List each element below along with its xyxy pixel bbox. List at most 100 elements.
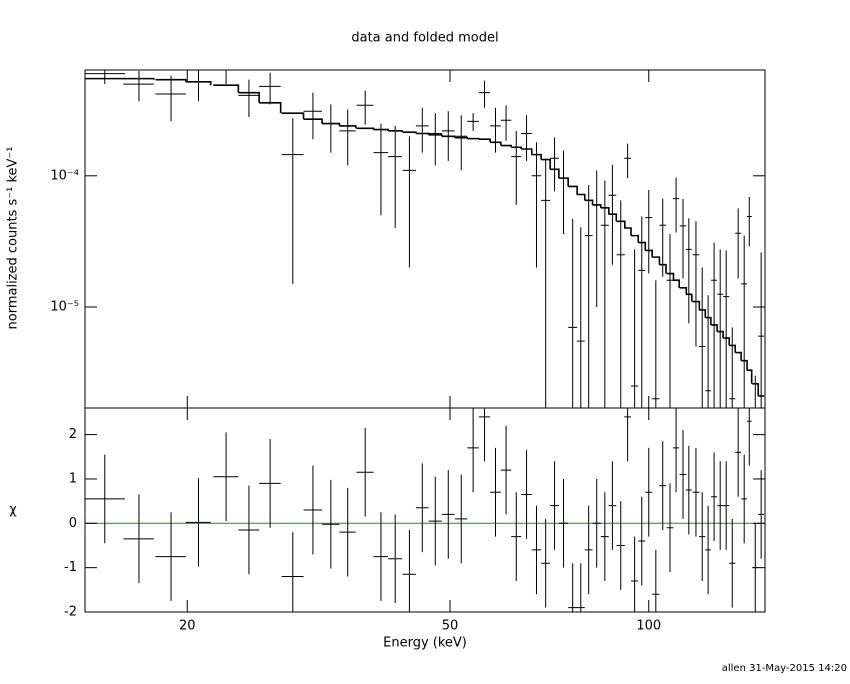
- x-tick-label: 50: [442, 619, 459, 634]
- model-step: [531, 153, 542, 160]
- data-point: [754, 375, 756, 408]
- residual-point: [388, 514, 403, 604]
- residual-point: [705, 505, 711, 595]
- residual-point: [85, 454, 126, 544]
- model-step: [478, 138, 491, 143]
- model-step: [259, 101, 282, 114]
- data-point: [568, 218, 578, 408]
- model-step: [123, 77, 155, 80]
- data-point: [85, 70, 126, 85]
- y-tick-label: 10⁻⁴: [50, 168, 79, 183]
- residual-point: [541, 518, 551, 608]
- data-point: [699, 267, 706, 408]
- data-point: [521, 115, 532, 161]
- residual-point: [415, 463, 429, 553]
- residual-point: [616, 501, 625, 590]
- residual-point: [123, 494, 154, 584]
- residual-point: [558, 478, 569, 568]
- model-step: [672, 279, 680, 288]
- data-point: [402, 136, 416, 268]
- residual-point: [511, 492, 522, 581]
- data-point: [616, 200, 625, 408]
- model-step: [568, 185, 578, 195]
- bottom-frame: [84, 407, 766, 613]
- residual-point: [155, 512, 186, 601]
- y-tick-label: 0: [69, 516, 77, 531]
- model-step: [746, 369, 753, 384]
- model-step: [723, 337, 731, 346]
- model-step: [616, 220, 626, 229]
- data-point: [281, 118, 304, 284]
- model-step: [455, 136, 469, 139]
- data-point: [592, 170, 601, 308]
- data-point: [758, 252, 765, 408]
- model-step: [652, 256, 661, 265]
- residual-point: [467, 408, 479, 493]
- residual-point: [729, 518, 736, 608]
- residual-point: [490, 447, 501, 537]
- residual-point: [645, 447, 653, 537]
- model-step: [679, 287, 688, 295]
- residual-point: [213, 432, 239, 522]
- model-step: [752, 382, 760, 396]
- residual-point: [568, 563, 578, 612]
- model-step: [608, 213, 618, 222]
- residual-point: [521, 450, 532, 539]
- residual-point: [699, 492, 706, 581]
- residual-point: [692, 447, 700, 537]
- data-point: [746, 196, 752, 247]
- data-point: [638, 216, 646, 408]
- residual-point: [428, 476, 442, 566]
- model-step: [356, 127, 375, 130]
- residual-point: [455, 474, 468, 564]
- footer: allen 31-May-2015 14:20: [722, 663, 847, 674]
- data-point: [490, 107, 501, 153]
- model-step: [735, 351, 742, 361]
- model-step: [685, 293, 693, 302]
- model-step: [281, 112, 305, 120]
- residual-point: [531, 505, 542, 595]
- data-point: [238, 79, 260, 118]
- data-point: [723, 250, 730, 408]
- data-point: [741, 235, 748, 408]
- residual-point: [672, 408, 680, 493]
- data-point: [659, 198, 666, 277]
- residual-point: [746, 408, 752, 466]
- model-step: [729, 344, 737, 353]
- data-point: [259, 72, 281, 105]
- residual-point: [259, 439, 281, 528]
- data-point: [428, 113, 442, 166]
- data-point: [645, 189, 653, 274]
- model-step: [666, 272, 675, 281]
- residual-point: [500, 425, 512, 515]
- data-point: [123, 70, 154, 102]
- residual-point: [608, 461, 617, 550]
- residual-point: [659, 441, 666, 530]
- residual-point: [322, 479, 340, 569]
- data-point: [455, 115, 468, 171]
- data-point: [584, 185, 593, 408]
- data-point: [692, 221, 700, 347]
- residual-point: [584, 505, 593, 595]
- data-point: [225, 70, 227, 85]
- data-point: [550, 137, 559, 192]
- data-point: [511, 130, 522, 205]
- chart-title: data and folded model: [351, 31, 498, 46]
- model-step: [576, 193, 586, 201]
- residual-point: [711, 452, 718, 542]
- model-step: [645, 249, 653, 258]
- model-step: [213, 84, 240, 93]
- model-step: [558, 177, 569, 187]
- data-point: [624, 143, 631, 179]
- residual-point: [652, 549, 660, 612]
- model-step: [699, 309, 707, 318]
- model-step: [303, 118, 323, 124]
- data-point: [478, 80, 491, 108]
- y-tick-label: 1: [69, 471, 77, 486]
- data-point: [652, 280, 660, 408]
- model-step: [490, 141, 502, 146]
- residual-point: [238, 485, 260, 575]
- axes: 10⁻⁵ 10⁻⁴ -2 -1 0 1 2 20 50 100: [50, 70, 765, 634]
- model-step: [441, 135, 456, 138]
- residual-point: [402, 529, 416, 612]
